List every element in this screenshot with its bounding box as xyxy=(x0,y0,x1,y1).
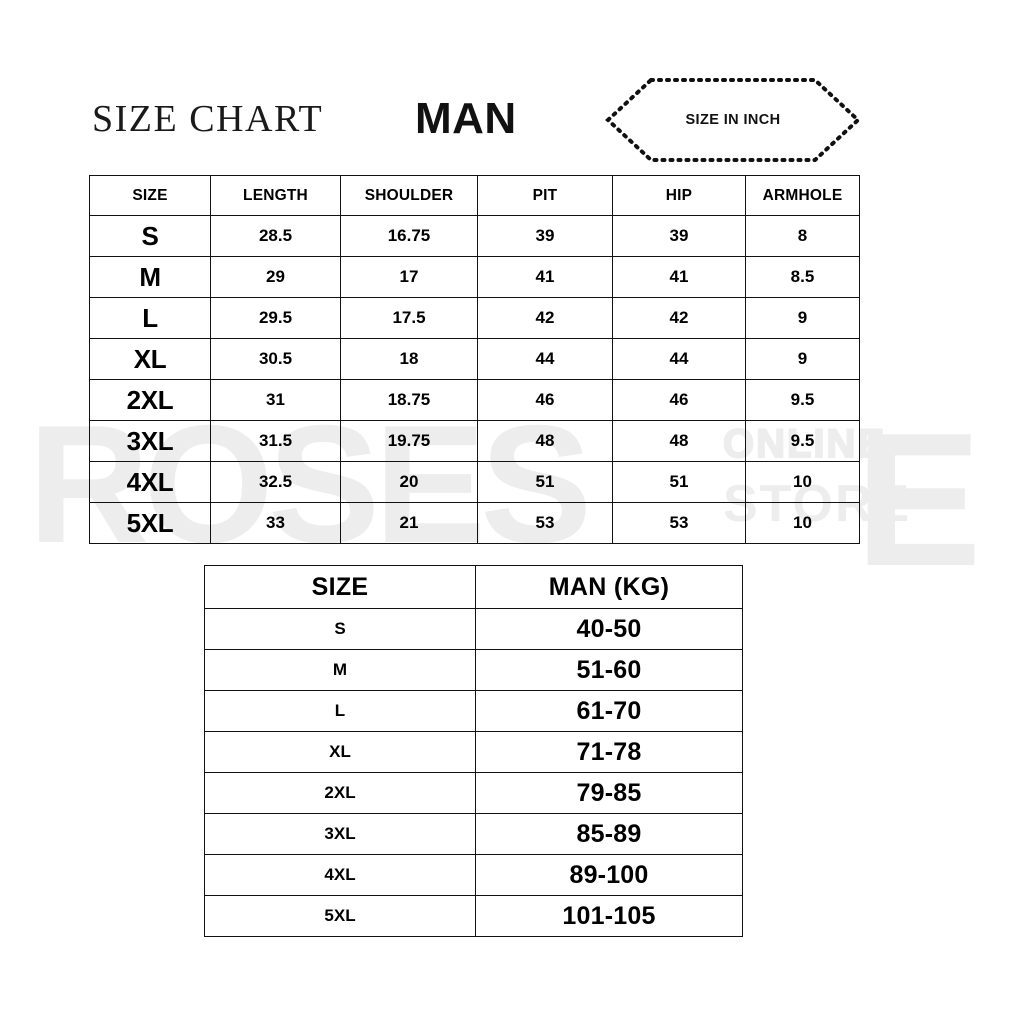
cell-pit: 51 xyxy=(477,461,613,503)
table-row: XL 30.5 18 44 44 9 xyxy=(89,338,860,380)
cell-size: 4XL xyxy=(89,461,211,503)
cell-weight: 71-78 xyxy=(475,731,743,773)
column-header-shoulder: SHOULDER xyxy=(340,175,478,216)
cell-pit: 39 xyxy=(477,215,613,257)
cell-length: 32.5 xyxy=(210,461,341,503)
table-row: 4XL 32.5 20 51 51 10 xyxy=(89,461,860,503)
cell-armhole: 9 xyxy=(745,297,860,339)
cell-armhole: 8.5 xyxy=(745,256,860,298)
cell-pit: 46 xyxy=(477,379,613,421)
cell-armhole: 9 xyxy=(745,338,860,380)
cell-length: 31.5 xyxy=(210,420,341,462)
table-row: S 40-50 xyxy=(204,608,743,650)
cell-armhole: 8 xyxy=(745,215,860,257)
table-row: 4XL 89-100 xyxy=(204,854,743,896)
cell-armhole: 9.5 xyxy=(745,379,860,421)
cell-length: 29 xyxy=(210,256,341,298)
table-row: L 61-70 xyxy=(204,690,743,732)
cell-length: 30.5 xyxy=(210,338,341,380)
cell-length: 29.5 xyxy=(210,297,341,339)
cell-size: XL xyxy=(89,338,211,380)
cell-size: 3XL xyxy=(89,420,211,462)
cell-weight: 85-89 xyxy=(475,813,743,855)
table-header-row: SIZE MAN (KG) xyxy=(204,565,743,609)
size-unit-badge: SIZE IN INCH xyxy=(604,76,862,164)
column-header-size: SIZE xyxy=(89,175,211,216)
cell-size: 5XL xyxy=(204,895,476,937)
cell-hip: 42 xyxy=(612,297,746,339)
cell-size: M xyxy=(204,649,476,691)
cell-hip: 46 xyxy=(612,379,746,421)
table-row: 3XL 31.5 19.75 48 48 9.5 xyxy=(89,420,860,462)
cell-armhole: 10 xyxy=(745,461,860,503)
cell-size: XL xyxy=(204,731,476,773)
cell-size: 2XL xyxy=(89,379,211,421)
cell-hip: 41 xyxy=(612,256,746,298)
hexagon-outline-icon xyxy=(605,78,861,162)
cell-weight: 61-70 xyxy=(475,690,743,732)
table-row: S 28.5 16.75 39 39 8 xyxy=(89,215,860,257)
column-header-pit: PIT xyxy=(477,175,613,216)
cell-size: L xyxy=(204,690,476,732)
cell-weight: 89-100 xyxy=(475,854,743,896)
table-row: M 29 17 41 41 8.5 xyxy=(89,256,860,298)
cell-armhole: 10 xyxy=(745,502,860,544)
table-row: XL 71-78 xyxy=(204,731,743,773)
cell-hip: 51 xyxy=(612,461,746,503)
cell-hip: 48 xyxy=(612,420,746,462)
cell-weight: 79-85 xyxy=(475,772,743,814)
cell-weight: 51-60 xyxy=(475,649,743,691)
size-unit-label: SIZE IN INCH xyxy=(685,112,781,128)
table-row: 2XL 31 18.75 46 46 9.5 xyxy=(89,379,860,421)
cell-size: S xyxy=(204,608,476,650)
cell-size: 2XL xyxy=(204,772,476,814)
watermark-big-letter: E xyxy=(855,394,982,606)
cell-shoulder: 19.75 xyxy=(340,420,478,462)
cell-weight: 101-105 xyxy=(475,895,743,937)
table-row: L 29.5 17.5 42 42 9 xyxy=(89,297,860,339)
measurements-table: SIZE LENGTH SHOULDER PIT HIP ARMHOLE S 2… xyxy=(89,175,860,544)
column-header-length: LENGTH xyxy=(210,175,341,216)
cell-pit: 48 xyxy=(477,420,613,462)
gender-heading: MAN xyxy=(415,94,517,143)
cell-size: L xyxy=(89,297,211,339)
cell-shoulder: 21 xyxy=(340,502,478,544)
cell-length: 31 xyxy=(210,379,341,421)
cell-size: 3XL xyxy=(204,813,476,855)
page-title: SIZE CHART xyxy=(92,98,324,140)
table-row: 2XL 79-85 xyxy=(204,772,743,814)
cell-shoulder: 18 xyxy=(340,338,478,380)
cell-size: 4XL xyxy=(204,854,476,896)
cell-shoulder: 17 xyxy=(340,256,478,298)
cell-hip: 53 xyxy=(612,502,746,544)
cell-pit: 41 xyxy=(477,256,613,298)
cell-pit: 42 xyxy=(477,297,613,339)
cell-shoulder: 20 xyxy=(340,461,478,503)
cell-weight: 40-50 xyxy=(475,608,743,650)
table-row: 5XL 101-105 xyxy=(204,895,743,937)
table-row: M 51-60 xyxy=(204,649,743,691)
cell-size: S xyxy=(89,215,211,257)
table-row: 5XL 33 21 53 53 10 xyxy=(89,502,860,544)
cell-hip: 39 xyxy=(612,215,746,257)
cell-length: 28.5 xyxy=(210,215,341,257)
cell-pit: 53 xyxy=(477,502,613,544)
table-row: 3XL 85-89 xyxy=(204,813,743,855)
cell-shoulder: 17.5 xyxy=(340,297,478,339)
column-header-weight: MAN (KG) xyxy=(475,565,743,609)
cell-armhole: 9.5 xyxy=(745,420,860,462)
table-header-row: SIZE LENGTH SHOULDER PIT HIP ARMHOLE xyxy=(89,175,860,216)
cell-shoulder: 18.75 xyxy=(340,379,478,421)
column-header-hip: HIP xyxy=(612,175,746,216)
cell-size: M xyxy=(89,256,211,298)
page-header: SIZE CHART MAN SIZE IN INCH xyxy=(0,0,1024,170)
column-header-size: SIZE xyxy=(204,565,476,609)
weight-table: SIZE MAN (KG) S 40-50 M 51-60 L 61-70 XL… xyxy=(204,565,743,937)
cell-length: 33 xyxy=(210,502,341,544)
column-header-armhole: ARMHOLE xyxy=(745,175,860,216)
cell-hip: 44 xyxy=(612,338,746,380)
cell-pit: 44 xyxy=(477,338,613,380)
cell-size: 5XL xyxy=(89,502,211,544)
cell-shoulder: 16.75 xyxy=(340,215,478,257)
